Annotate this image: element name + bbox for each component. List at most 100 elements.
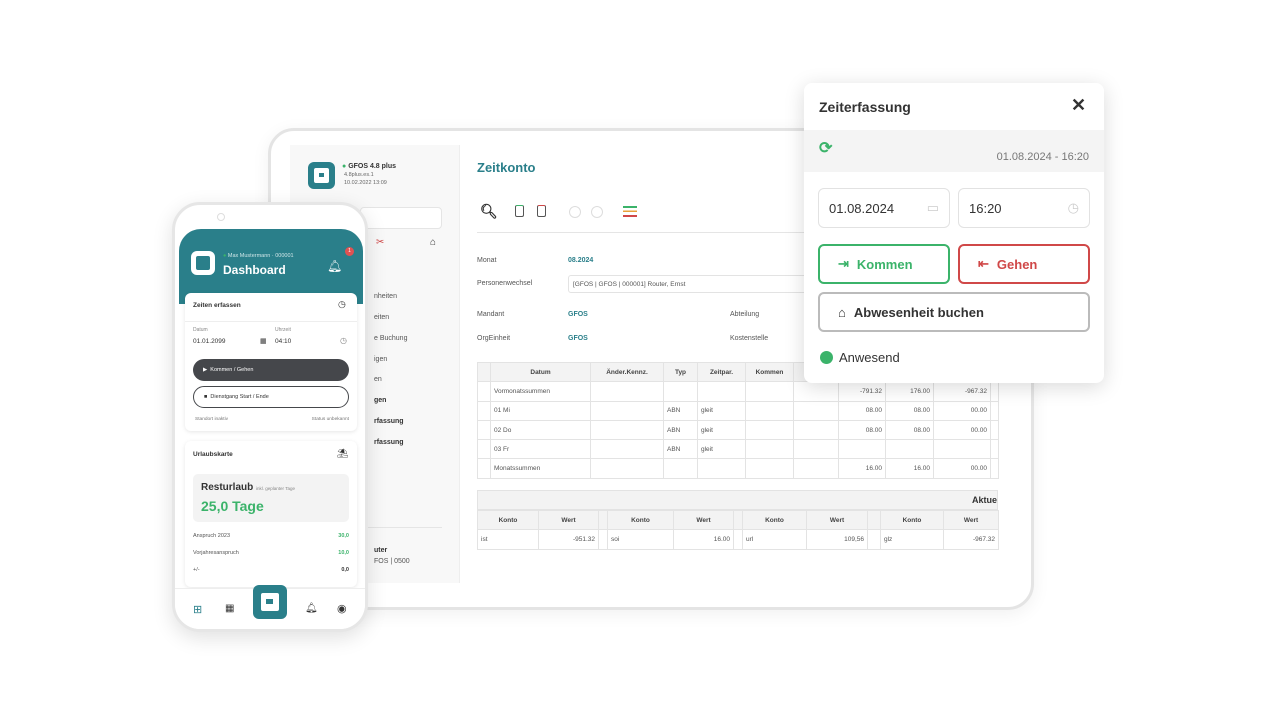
nav-bell-icon[interactable]: 🔔︎ bbox=[305, 603, 318, 614]
table-cell bbox=[598, 529, 608, 550]
person-select[interactable]: [GFOS | GFOS | 000001] Router, Ernst bbox=[568, 275, 818, 293]
monat-value: 08.2024 bbox=[568, 257, 594, 264]
notification-badge: 1 bbox=[345, 247, 354, 256]
table-cell bbox=[745, 400, 794, 421]
column-header: Wert bbox=[673, 509, 734, 531]
kommen-button[interactable]: ⇥ Kommen bbox=[818, 244, 950, 284]
nav-profile-icon[interactable]: ◉ bbox=[337, 603, 347, 615]
table-cell bbox=[793, 439, 839, 460]
status-text: Status unbekannt bbox=[311, 417, 349, 422]
sidebar-item[interactable]: e Buchung bbox=[374, 335, 408, 342]
app-date: 10.02.2022 13:09 bbox=[344, 180, 387, 186]
table-header: Konto Wert Konto Wert Konto Wert Konto Wert bbox=[477, 509, 999, 531]
date-input[interactable]: 01.08.2024 ▭ bbox=[818, 188, 950, 228]
table-row: Monatssummen 16.00 16.00 00.00 bbox=[477, 458, 999, 479]
phone-header: ● Max Mustermann · 000001 Dashboard 🔔︎ 1 bbox=[179, 229, 363, 304]
row-label: Vorjahresanspruch bbox=[193, 550, 239, 556]
table-row: Vormonatssummen -791.32 176.00 -967.32 bbox=[477, 381, 999, 402]
uhrzeit-label: Uhrzeit bbox=[275, 327, 291, 333]
table-cell bbox=[590, 419, 664, 441]
sidebar-item[interactable]: gen bbox=[374, 397, 387, 404]
bottom-nav: ⊞ ▦ 🔔︎ ◉ bbox=[175, 585, 365, 629]
next-icon[interactable] bbox=[591, 206, 603, 218]
beach-icon: ⛱ bbox=[337, 448, 349, 458]
prev-icon[interactable] bbox=[569, 206, 581, 218]
home-icon[interactable]: ⌂ bbox=[430, 237, 437, 248]
column-header: Wert bbox=[943, 509, 999, 531]
sidebar-item[interactable]: igen bbox=[374, 356, 388, 363]
bell-icon[interactable]: 🔔︎ bbox=[327, 259, 343, 273]
table-cell: 08.00 bbox=[838, 419, 886, 441]
table-cell bbox=[590, 381, 664, 402]
uhrzeit-input[interactable]: 04:10 bbox=[275, 338, 292, 345]
sidebar-item[interactable]: eiten bbox=[374, 314, 390, 321]
table-cell: url bbox=[742, 529, 807, 550]
table-cell: ABN bbox=[663, 400, 698, 421]
column-header: Wert bbox=[538, 509, 599, 531]
date-value: 01.08.2024 bbox=[829, 200, 895, 216]
logout-icon[interactable]: ✂ bbox=[376, 237, 385, 248]
close-icon[interactable]: ✕ bbox=[1071, 95, 1087, 115]
abwesenheit-button[interactable]: ⌂ Abwesenheit buchen bbox=[818, 292, 1090, 332]
phone-app: ● Max Mustermann · 000001 Dashboard 🔔︎ 1… bbox=[172, 202, 368, 632]
table-row: ist -951.32 soi 16.00 url 109,56 glz -967.32 bbox=[477, 529, 999, 550]
table-cell: gleit bbox=[697, 400, 746, 421]
calendar-icon: ▭ bbox=[926, 200, 939, 215]
table-cell bbox=[745, 381, 794, 402]
column-header: Typ bbox=[663, 361, 698, 383]
time-value: 16:20 bbox=[969, 200, 1002, 216]
time-icon[interactable]: ◷ bbox=[340, 336, 347, 345]
row-value: 30,0 bbox=[338, 533, 349, 539]
camera-icon bbox=[217, 213, 225, 221]
table-cell bbox=[590, 400, 664, 421]
row-label: Anspruch 2023 bbox=[193, 533, 230, 539]
row-value: 10,0 bbox=[338, 550, 349, 556]
table-cell: 16.00 bbox=[838, 458, 886, 479]
excel-export-icon[interactable] bbox=[515, 205, 524, 217]
calendar-icon[interactable]: ▦ bbox=[260, 338, 267, 345]
app-version: 4.8plus.es.1 bbox=[344, 172, 374, 178]
table-cell: 08.00 bbox=[885, 419, 934, 441]
datum-input[interactable]: 01.01.2099 bbox=[193, 338, 226, 345]
table-cell bbox=[793, 419, 839, 441]
kommen-gehen-button[interactable]: ▶ Kommen / Gehen bbox=[193, 359, 349, 381]
table-cell bbox=[745, 458, 794, 479]
sidebar-item[interactable]: rfassung bbox=[374, 418, 404, 425]
table-cell bbox=[990, 458, 999, 479]
refresh-icon[interactable]: ⟳ bbox=[819, 140, 833, 157]
datum-label: Datum bbox=[193, 327, 208, 333]
nav-dashboard-icon[interactable]: ⊞ bbox=[193, 604, 203, 616]
gehen-button[interactable]: ⇤ Gehen bbox=[958, 244, 1090, 284]
mandant-value: GFOS bbox=[568, 311, 588, 318]
user-sub: FOS | 0500 bbox=[374, 558, 410, 565]
app-name: GFOS 4.8 plus bbox=[348, 163, 397, 170]
column-header: Wert bbox=[806, 509, 868, 531]
search-icon[interactable]: 🔍︎ bbox=[480, 203, 498, 219]
absence-icon: ⌂ bbox=[838, 304, 846, 320]
sidebar-search[interactable] bbox=[360, 207, 442, 229]
rest-value: 25,0 Tage bbox=[201, 498, 264, 514]
table-cell: -967.32 bbox=[943, 529, 999, 550]
column-header bbox=[598, 509, 608, 531]
sidebar-item[interactable]: nheiten bbox=[374, 293, 397, 300]
table-cell bbox=[990, 400, 999, 421]
nav-calendar-icon[interactable]: ▦ bbox=[225, 603, 235, 614]
sidebar-item[interactable]: en bbox=[374, 376, 382, 383]
table-cell bbox=[477, 381, 491, 402]
sidebar-item[interactable]: rfassung bbox=[374, 439, 404, 446]
nav-time-button[interactable] bbox=[253, 585, 287, 619]
list-icon[interactable] bbox=[623, 206, 637, 217]
time-input[interactable]: 16:20 ◷ bbox=[958, 188, 1090, 228]
table-cell bbox=[477, 458, 491, 479]
table-cell: -791.32 bbox=[838, 381, 886, 402]
popup-timestamp: 01.08.2024 - 16:20 bbox=[996, 151, 1089, 163]
standort-status: Standort inaktiv bbox=[195, 417, 229, 422]
pdf-export-icon[interactable] bbox=[537, 205, 546, 217]
dienstgang-button[interactable]: ■ Dienstgang Start / Ende bbox=[193, 386, 349, 408]
org-label: OrgEinheit bbox=[477, 335, 511, 342]
accounts-table: Konto Wert Konto Wert Konto Wert Konto Wert ist -… bbox=[477, 509, 999, 550]
zeiten-title: Zeiten erfassen bbox=[193, 302, 241, 309]
popup-title: Zeiterfassung bbox=[819, 99, 911, 115]
rest-label: Resturlaub bbox=[201, 482, 254, 493]
org-value: GFOS bbox=[568, 335, 588, 342]
